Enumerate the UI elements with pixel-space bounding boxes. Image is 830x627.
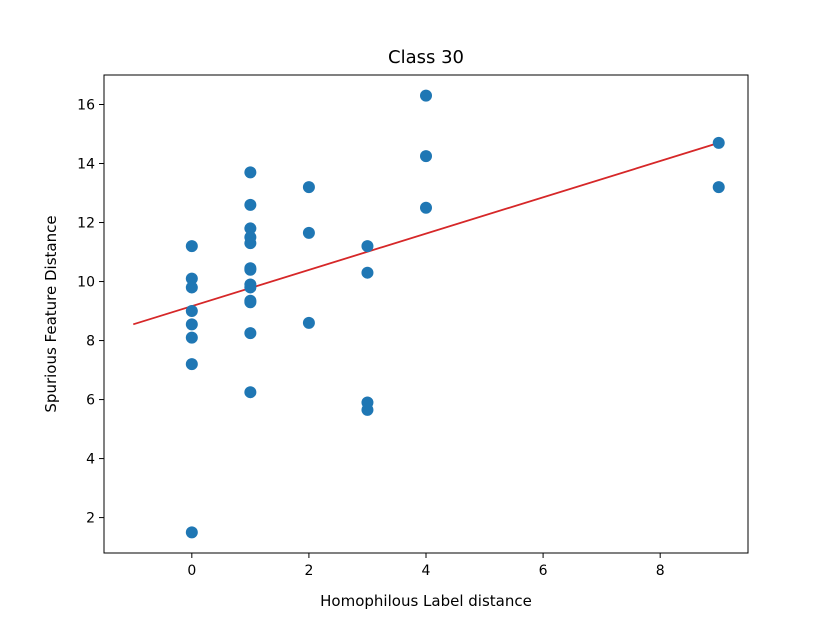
scatter-point <box>712 136 725 149</box>
scatter-point <box>244 281 257 294</box>
scatter-point <box>244 222 257 235</box>
scatter-point <box>361 403 374 416</box>
y-tick-label: 12 <box>77 216 95 232</box>
scatter-point <box>185 526 198 539</box>
scatter-point <box>185 305 198 318</box>
scatter-point <box>302 226 315 239</box>
scatter-point <box>185 281 198 294</box>
y-axis-ticks: 2 4 6 8 10 12 14 16 <box>77 98 104 527</box>
x-tick-label: 4 <box>422 563 431 579</box>
scatter-point <box>302 181 315 194</box>
y-tick-label: 4 <box>86 452 95 468</box>
scatter-point <box>244 386 257 399</box>
y-tick-label: 16 <box>77 98 95 114</box>
scatter-point <box>244 166 257 179</box>
y-tick-label: 14 <box>77 157 95 173</box>
scatter-point <box>712 181 725 194</box>
y-axis-label: Spurious Feature Distance <box>42 215 60 412</box>
scatter-point <box>302 316 315 329</box>
x-tick-label: 6 <box>539 563 548 579</box>
y-tick-label: 2 <box>86 511 95 527</box>
scatter-point <box>185 272 198 285</box>
scatter-point <box>185 318 198 331</box>
scatter-point <box>361 240 374 253</box>
scatter-point <box>244 237 257 250</box>
x-tick-label: 0 <box>187 563 196 579</box>
scatter-point <box>185 331 198 344</box>
x-tick-label: 8 <box>656 563 665 579</box>
x-axis-label: Homophilous Label distance <box>320 592 532 610</box>
x-tick-label: 2 <box>304 563 313 579</box>
scatter-point <box>244 198 257 211</box>
scatter-point <box>244 327 257 340</box>
scatter-point <box>185 240 198 253</box>
scatter-point <box>244 263 257 276</box>
y-tick-label: 8 <box>86 334 95 350</box>
scatter-point <box>420 89 432 102</box>
y-tick-label: 10 <box>77 275 95 291</box>
points-layer <box>185 89 725 539</box>
scatter-point <box>361 266 374 279</box>
regression-line <box>133 142 719 326</box>
chart-title: Class 30 <box>388 47 464 68</box>
fit-line-layer <box>133 142 719 326</box>
scatter-point <box>420 150 432 163</box>
scatter-point <box>185 358 198 371</box>
x-axis-ticks: 0 2 4 6 8 <box>187 553 665 579</box>
scatter-point <box>244 296 257 309</box>
y-tick-label: 6 <box>86 393 95 409</box>
scatter-point <box>420 201 432 214</box>
